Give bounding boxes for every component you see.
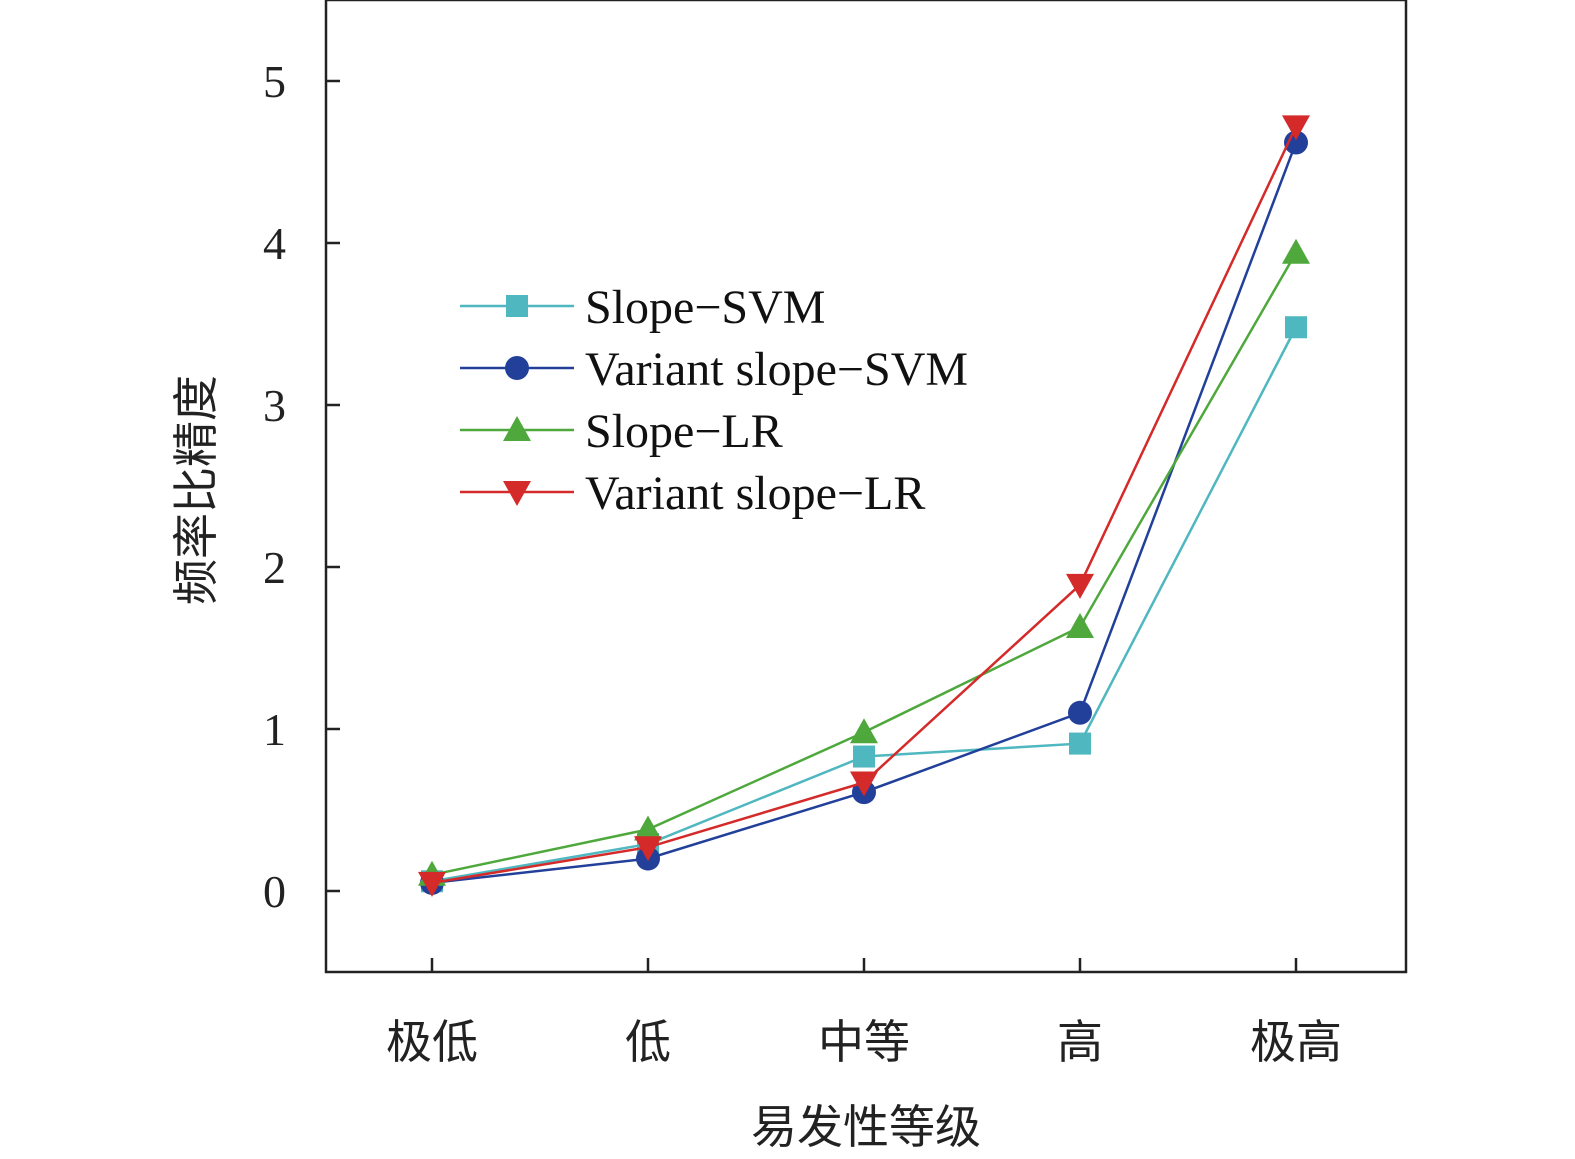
- data-point: [1066, 612, 1094, 638]
- x-tick-label: 低: [625, 1015, 671, 1069]
- y-tick-label: 3: [263, 380, 286, 431]
- x-tick-label: 极高: [1250, 1015, 1342, 1069]
- x-tick-label: 极低: [386, 1015, 478, 1069]
- data-point: [1282, 115, 1310, 141]
- plot-frame: [324, 0, 1408, 974]
- x-axis-title: 易发性等级: [751, 1100, 981, 1154]
- legend-label: Slope−SVM: [585, 281, 825, 334]
- data-point: [850, 718, 878, 744]
- x-tick-label: 高: [1057, 1015, 1103, 1069]
- legend-marker: [503, 416, 531, 441]
- data-point: [1282, 238, 1310, 264]
- y-axis-title: 频率比精度: [169, 375, 223, 605]
- y-tick-label: 4: [263, 218, 286, 269]
- series-layer: [418, 115, 1310, 897]
- y-tick-label: 0: [263, 866, 286, 917]
- y-tick-label: 1: [263, 704, 286, 755]
- data-point: [853, 745, 875, 768]
- y-tick-label: 2: [263, 542, 286, 593]
- data-point: [1285, 316, 1307, 339]
- x-tick-label: 中等: [818, 1015, 910, 1069]
- data-point: [1068, 700, 1092, 725]
- legend-item: Slope−LR: [460, 405, 783, 458]
- x-axis-ticks: 极低 低 中等 高 极高: [386, 958, 1342, 1069]
- legend-marker: [503, 481, 531, 506]
- data-point: [850, 771, 878, 797]
- data-point: [634, 836, 662, 862]
- data-point: [418, 871, 446, 897]
- data-point: [1069, 732, 1091, 755]
- series-3: [418, 115, 1310, 897]
- legend-label: Variant slope−LR: [585, 467, 925, 520]
- legend-label: Slope−LR: [585, 405, 783, 458]
- y-axis-ticks: 0 1 2 3 4 5: [263, 56, 340, 917]
- data-point: [634, 815, 662, 841]
- legend-label: Variant slope−SVM: [585, 343, 968, 396]
- data-point: [1066, 573, 1094, 599]
- legend-item: Variant slope−LR: [460, 467, 925, 520]
- legend-marker: [506, 295, 528, 317]
- legend: Slope−SVM Variant slope−SVM Slope−LR Varian…: [460, 281, 968, 520]
- legend-item: Slope−SVM: [460, 281, 825, 334]
- legend-marker: [505, 356, 529, 380]
- legend-item: Variant slope−SVM: [460, 343, 968, 396]
- series-0: [421, 316, 1307, 893]
- y-tick-label: 5: [263, 56, 286, 107]
